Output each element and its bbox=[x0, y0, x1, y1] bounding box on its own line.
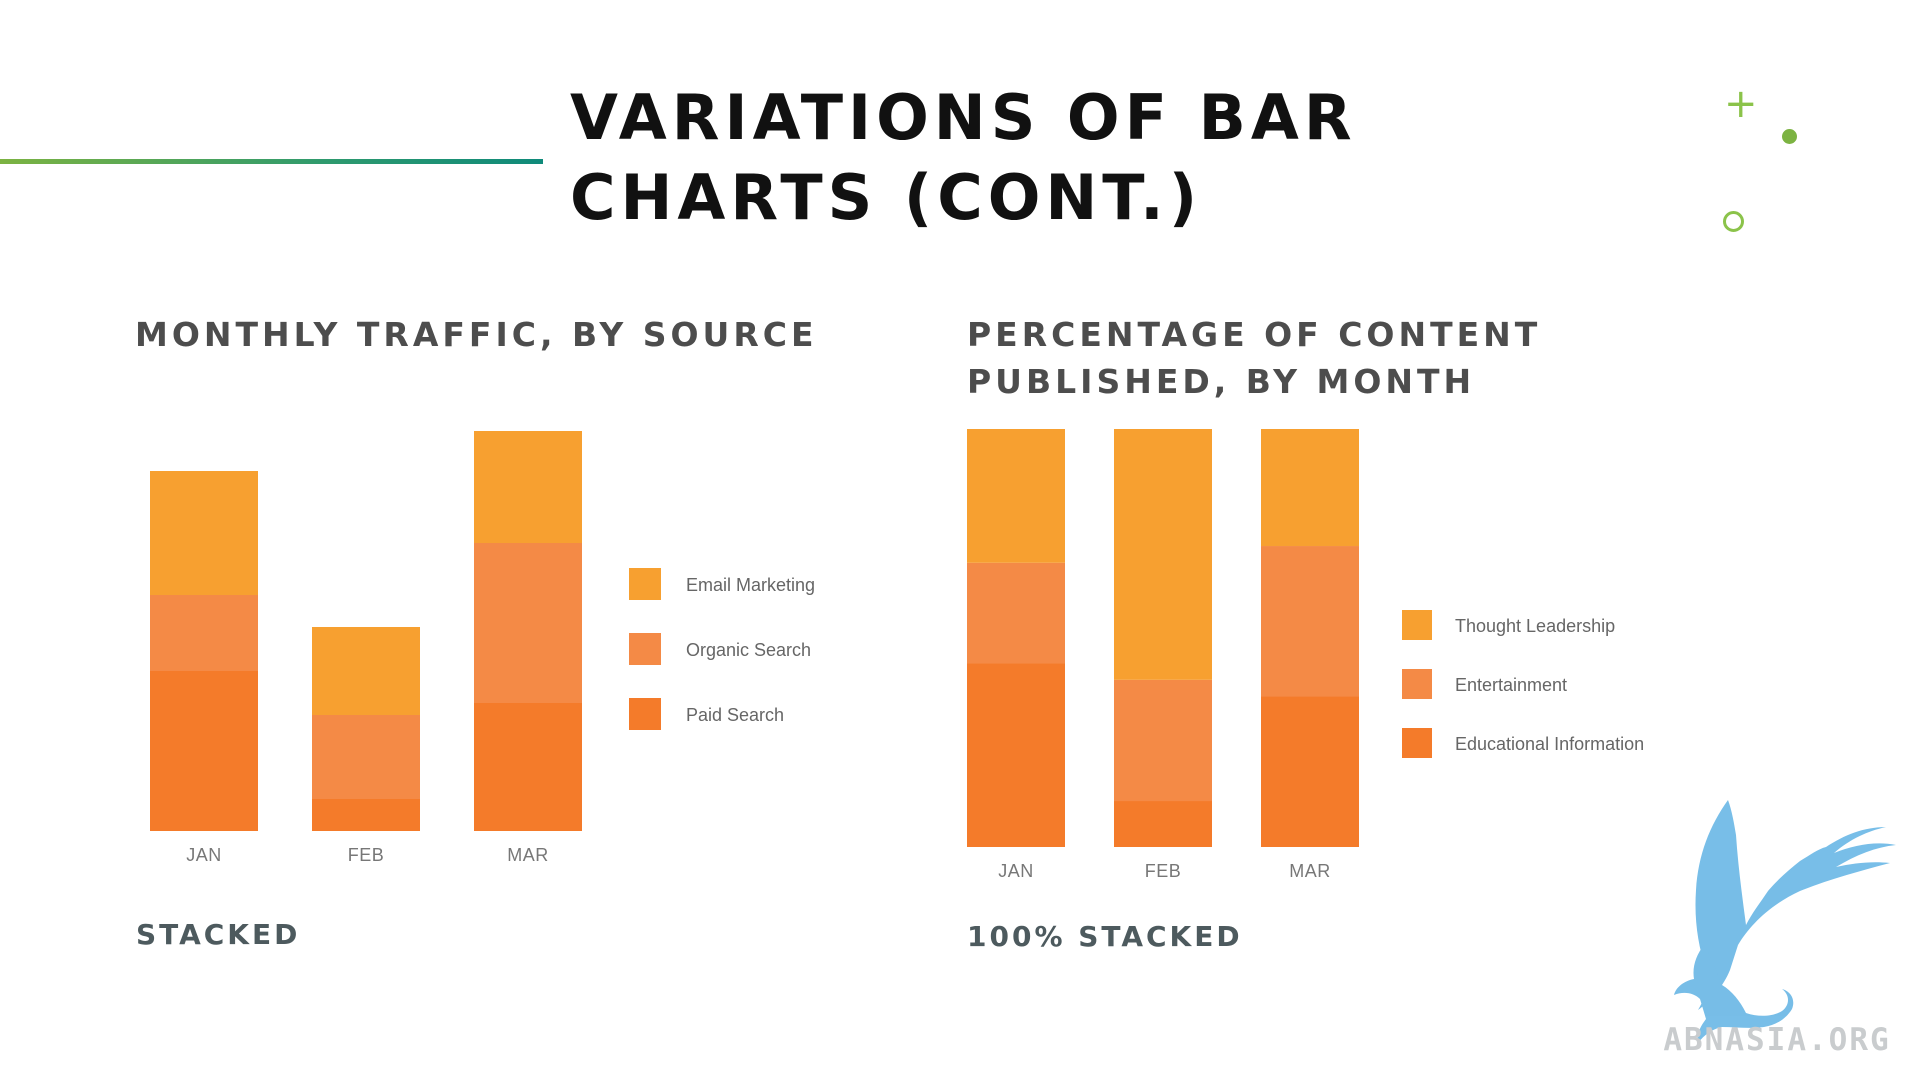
griffin-logo-icon bbox=[1674, 800, 1896, 1043]
bar-segment-feb-organic-search bbox=[312, 715, 420, 799]
x-tick-label: FEB bbox=[348, 845, 385, 865]
bar-segment-feb-thought-leadership bbox=[1114, 429, 1212, 680]
abnasia-watermark: ABNASIA.ORG bbox=[1663, 800, 1896, 1057]
legend-swatch bbox=[1402, 728, 1432, 758]
legend-label: Email Marketing bbox=[686, 575, 815, 595]
bar-segment-mar-paid-search bbox=[474, 703, 582, 831]
legend-label: Organic Search bbox=[686, 640, 811, 660]
legend-label: Paid Search bbox=[686, 705, 784, 725]
slide-title: VARIATIONS OF BAR CHARTS (CONT.) bbox=[570, 81, 1357, 234]
bar-segment-mar-email-marketing bbox=[474, 431, 582, 543]
x-tick-label: JAN bbox=[186, 845, 222, 865]
x-tick-label: MAR bbox=[1289, 861, 1331, 881]
title-accent-line bbox=[0, 159, 543, 164]
legend-swatch bbox=[629, 633, 661, 665]
bar-segment-jan-thought-leadership bbox=[967, 429, 1065, 563]
ring-icon bbox=[1723, 211, 1744, 232]
stacked-chart-title: MONTHLY TRAFFIC, BY SOURCE bbox=[135, 315, 818, 354]
bar-segment-jan-educational-information bbox=[967, 663, 1065, 847]
percent-stacked-chart-title: PERCENTAGE OF CONTENT PUBLISHED, BY MONT… bbox=[967, 315, 1542, 401]
stacked-chart-caption: STACKED bbox=[136, 918, 301, 951]
bar-segment-feb-email-marketing bbox=[312, 627, 420, 715]
bar-segment-mar-organic-search bbox=[474, 543, 582, 703]
legend-swatch bbox=[629, 568, 661, 600]
dot-icon bbox=[1782, 129, 1797, 144]
legend-label: Entertainment bbox=[1455, 675, 1567, 695]
bar-segment-jan-organic-search bbox=[150, 595, 258, 671]
bar-segment-jan-email-marketing bbox=[150, 471, 258, 595]
bar-segment-feb-paid-search bbox=[312, 799, 420, 831]
legend-swatch bbox=[1402, 669, 1432, 699]
plus-icon: + bbox=[1724, 81, 1758, 127]
bar-segment-jan-paid-search bbox=[150, 671, 258, 831]
legend-swatch bbox=[629, 698, 661, 730]
bar-segment-feb-educational-information bbox=[1114, 801, 1212, 847]
x-tick-label: FEB bbox=[1145, 861, 1182, 881]
legend-swatch bbox=[1402, 610, 1432, 640]
bar-segment-feb-entertainment bbox=[1114, 679, 1212, 802]
bar-segment-mar-entertainment bbox=[1261, 546, 1359, 697]
bar-segment-mar-educational-information bbox=[1261, 696, 1359, 847]
bar-segment-jan-entertainment bbox=[967, 562, 1065, 664]
percent-stacked-chart-caption: 100% STACKED bbox=[967, 920, 1243, 953]
legend-label: Thought Leadership bbox=[1455, 616, 1615, 636]
x-tick-label: MAR bbox=[507, 845, 549, 865]
x-tick-label: JAN bbox=[998, 861, 1034, 881]
bar-segment-mar-thought-leadership bbox=[1261, 429, 1359, 547]
legend-label: Educational Information bbox=[1455, 734, 1644, 754]
watermark-text: ABNASIA.ORG bbox=[1663, 1022, 1890, 1057]
